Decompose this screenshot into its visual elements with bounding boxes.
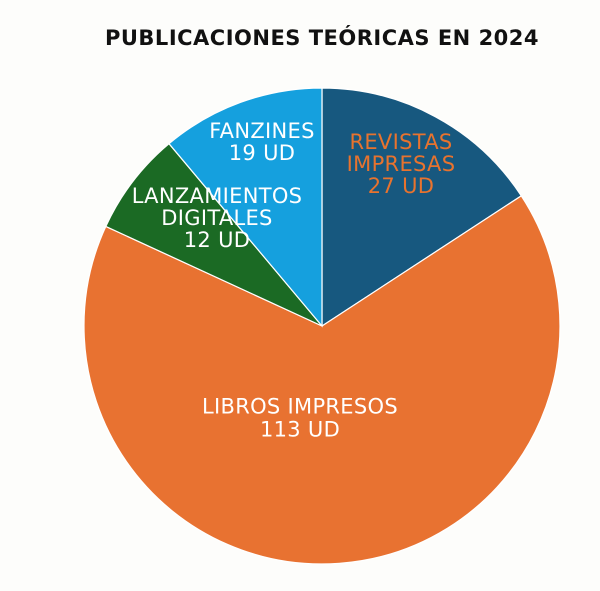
pie-slice-4 [168, 87, 323, 328]
slice-label-2: LIBROS IMPRESOS 113 UD [202, 395, 398, 442]
pie-labels: REVISTAS IMPRESAS 27 UD LIBROS IMPRESOS 113 … [132, 119, 456, 442]
pie-slice-1 [321, 87, 523, 328]
pie-slice-3 [105, 142, 323, 327]
slice-label-3: LANZAMIENTOS DIGITALES 12 UD [132, 184, 303, 252]
slice-label-4: FANZINES 19 UD [209, 119, 315, 165]
slice-label-1: REVISTAS IMPRESAS 27 UD [347, 130, 456, 198]
chart-title: PUBLICACIONES TEÓRICAS EN 2024 [104, 26, 540, 50]
pie-slice-2 [83, 194, 561, 565]
pie-slices [83, 87, 561, 565]
